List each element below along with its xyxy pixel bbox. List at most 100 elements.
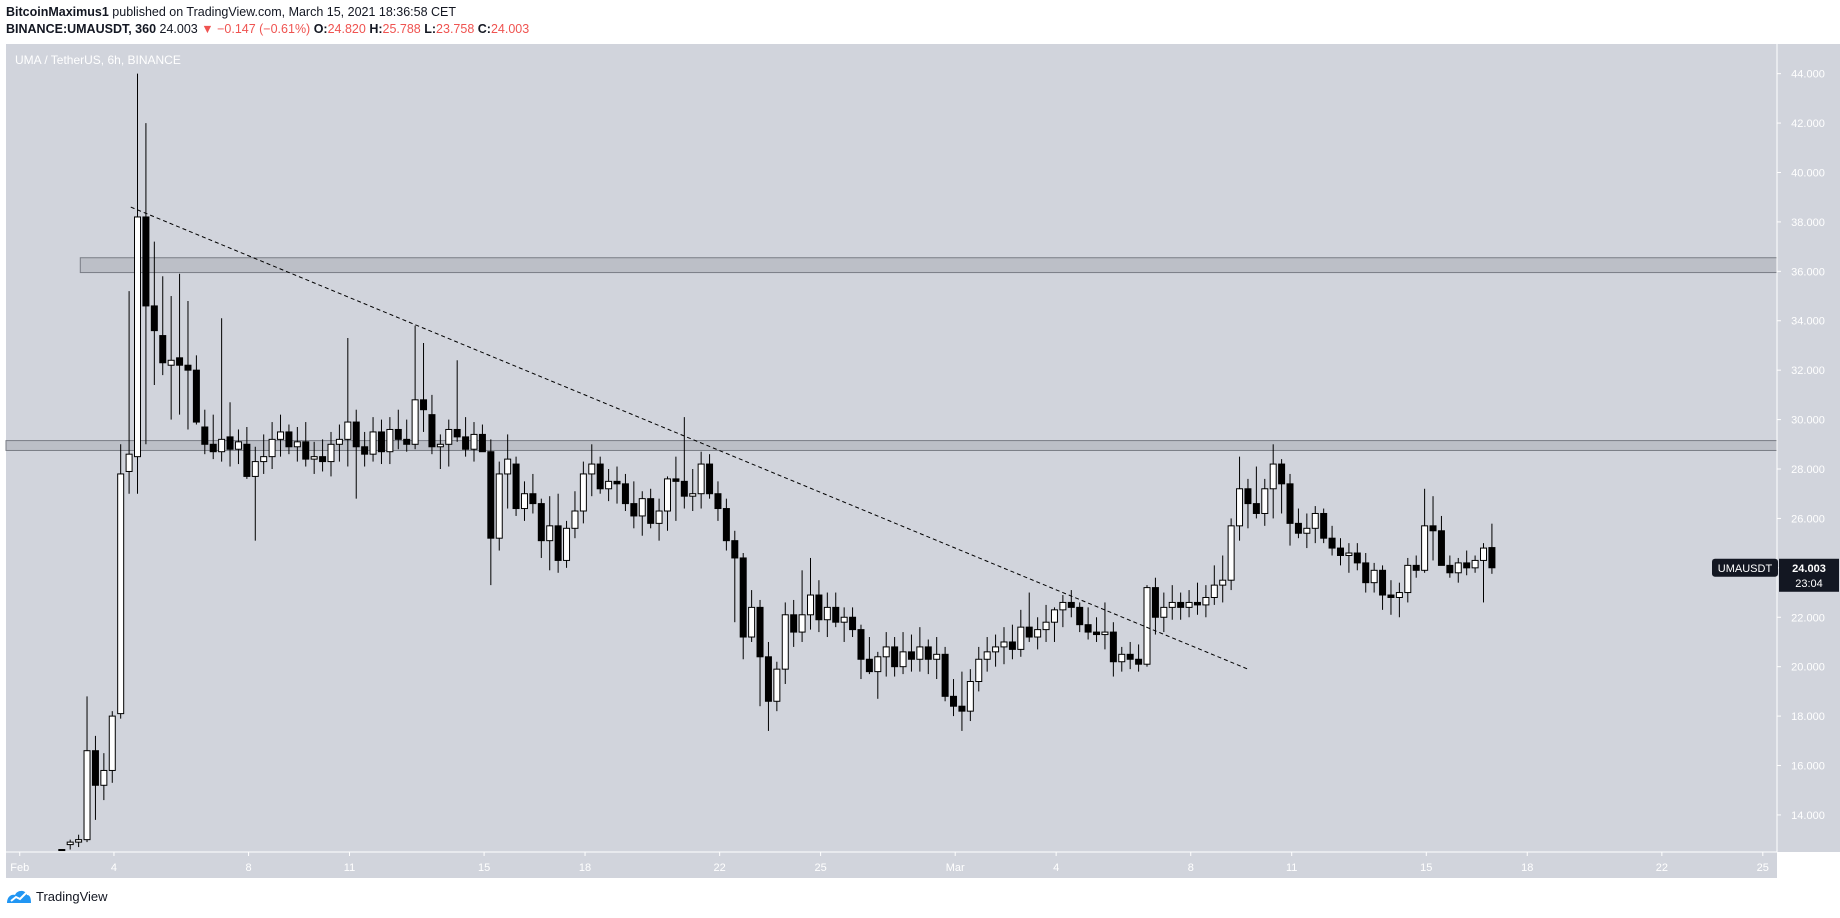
candle-body-up [58,849,66,852]
candle-body-down [832,606,840,623]
candle-body-down [1126,653,1134,660]
candle [588,444,596,497]
candle-body-down [621,483,629,505]
candle [882,632,890,677]
candle-body-down [184,364,192,371]
candle [613,466,621,504]
resistance-zone[interactable] [79,257,1778,274]
candle-body-down [1362,562,1370,584]
candle-body-up [1050,609,1058,623]
x-tick-label: 15 [478,862,490,874]
candle-body-down [1109,631,1117,663]
candle [1446,555,1454,578]
candle-body-down [647,498,655,524]
candle-body-down [731,540,739,559]
candle-body-down [907,651,915,660]
candle-body-up [1168,601,1176,608]
author-name[interactable]: BitcoinMaximus1 [6,5,109,19]
candle [125,291,133,494]
y-tick-label: 28.000 [1791,464,1825,476]
candle-body-up [1185,601,1193,608]
candle-body-up [1000,641,1008,648]
time-axis[interactable]: Feb 4 8 11 15 18 22 25 Mar 4 8 11 15 18 22 25 [6,851,1777,878]
candle [992,634,1000,667]
candle [680,417,688,509]
x-tick-label: 18 [579,862,591,874]
candle [192,355,200,425]
candle-body-up [327,443,335,463]
candle-body-up [1034,629,1042,638]
candle-body-up [1404,564,1412,594]
candle-body-down [1379,569,1387,596]
candle [1000,627,1008,665]
candle-body-down [243,443,251,477]
candle-body-up [277,431,285,440]
candle [403,419,411,452]
candle [1328,525,1336,556]
candle-body-down [420,399,428,411]
x-tick-label: 11 [1286,862,1297,874]
candle [150,241,158,385]
candle-body-down [1336,547,1344,556]
candle [487,439,495,586]
candle-body-down [764,656,772,702]
candle [394,409,402,450]
y-tick-label: 30.000 [1791,415,1825,427]
candle [722,498,730,551]
candle-body-up [807,594,815,616]
descending-trendline[interactable] [130,206,1249,670]
candle-body-up [1480,547,1488,561]
candle [798,570,806,642]
candle [91,735,99,820]
candle [504,434,512,509]
candle [1185,590,1193,618]
candle-body-up [840,616,848,623]
candle [647,488,655,529]
candle-body-up [1395,592,1403,598]
tradingview-footer[interactable]: TradingView [6,888,108,904]
candle-body-up [1421,525,1429,571]
candle-body-up [1160,606,1168,618]
candle [167,296,175,420]
candle [302,422,310,467]
candle-body-up [125,453,133,472]
candle [546,496,554,571]
candle [369,417,377,462]
candle-body-up [1101,631,1109,636]
candle-body-up [344,421,352,440]
x-tick-label: 8 [1188,862,1194,874]
candle [950,679,958,717]
tradingview-logo-icon [7,890,31,903]
candle-body-down [1412,564,1420,571]
candle-body-up [697,463,705,495]
candle-body-down [512,463,520,510]
candle [226,402,234,467]
candle [941,646,949,702]
candle-body-up [773,668,781,702]
plot-area[interactable] [6,44,1777,852]
candle [756,599,764,707]
candle [428,394,436,455]
x-tick-label: 18 [1521,862,1533,874]
candle-body-down [941,653,949,697]
candle-body-up [588,463,596,475]
y-tick-label: 42.000 [1791,118,1825,130]
candle [310,441,318,474]
candle-body-down [394,428,402,440]
candle [100,753,108,801]
candle [571,491,579,539]
last-price-label: UMAUSDT 24.003 23:04 [1712,558,1839,592]
candle-body-up [117,473,125,715]
candle-body-up [335,438,343,445]
candle-body-down [1093,631,1101,636]
candle-body-down [1387,594,1395,598]
candle-body-up [1261,488,1269,514]
down-arrow-icon: ▼ [201,22,214,36]
y-tick-label: 18.000 [1791,711,1825,723]
price-axis[interactable]: 14.00016.00018.00020.00022.00024.00026.0… [1776,44,1840,852]
candle-body-up [546,525,554,542]
candle-body-up [1219,579,1227,586]
candle-body-down [1067,601,1075,608]
candle [958,671,966,731]
